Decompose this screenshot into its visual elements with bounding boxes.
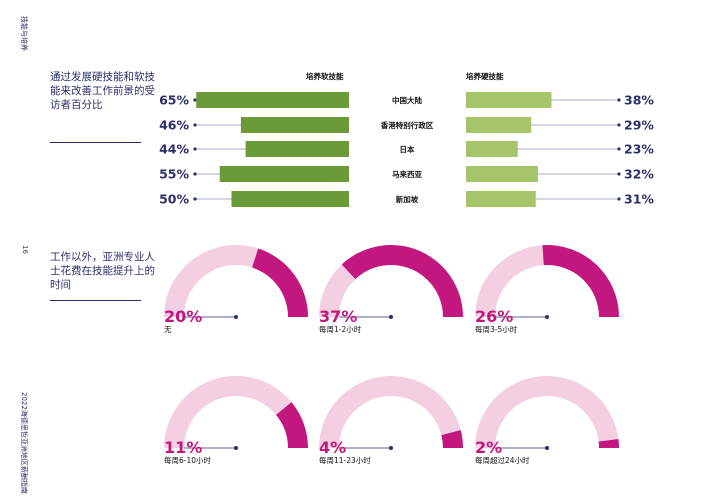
gauge-value-arc [276, 402, 308, 448]
gauge-remainder [475, 245, 544, 317]
soft-value-label: 50% [159, 192, 189, 207]
gauge-value-arc [252, 248, 308, 317]
hard-bar [466, 141, 518, 157]
soft-value-label: 65% [159, 93, 189, 108]
hard-value-label: 31% [624, 192, 654, 207]
gauge-remainder [164, 245, 259, 317]
section1-intro: 通过发展硬技能和软技能来改善工作前景的受访者百分比 [50, 71, 155, 111]
hard-skills-header: 培养硬技能 [466, 72, 504, 81]
gauge-category-label: 每周1-2小时 [319, 324, 362, 334]
category-label: 新加坡 [396, 194, 419, 204]
gauge-center-dot [389, 315, 393, 319]
category-label: 日本 [400, 144, 415, 154]
soft-bar [196, 92, 349, 108]
gauge-value-arc [441, 430, 463, 448]
gauge-percent-label: 11% [164, 438, 202, 457]
hard-bar [466, 117, 532, 133]
soft-bar [240, 117, 349, 133]
soft-dot [193, 197, 197, 201]
soft-skills-header: 培养软技能 [306, 72, 344, 81]
category-label: 马来西亚 [392, 169, 422, 179]
gauge-center-dot [389, 446, 393, 450]
category-label: 中国大陆 [392, 95, 422, 105]
hard-bar [466, 166, 538, 182]
hard-value-label: 32% [624, 167, 654, 182]
gauge-value-arc [598, 438, 619, 448]
gauge-category-label: 每周3-5小时 [475, 324, 518, 334]
gauge-category-label: 每周11-23小时 [319, 455, 371, 465]
hard-value-label: 23% [624, 142, 654, 157]
hard-dot [617, 197, 621, 201]
hard-dot [617, 147, 621, 151]
gauge-center-dot [545, 446, 549, 450]
gauge-category-label: 无 [164, 325, 172, 334]
soft-bar [231, 191, 349, 207]
gauge-remainder [164, 376, 292, 448]
gauge-category-label: 每周6-10小时 [164, 455, 212, 465]
soft-bar [219, 166, 349, 182]
soft-dot [193, 172, 197, 176]
gauge-value-arc [341, 244, 463, 317]
soft-value-label: 55% [159, 167, 189, 182]
hard-value-label: 38% [624, 93, 654, 108]
soft-dot [193, 98, 197, 102]
hard-dot [617, 98, 621, 102]
hard-bar [466, 191, 536, 207]
hard-value-label: 29% [624, 118, 654, 133]
gauge-category-label: 每周超过24小时 [475, 455, 530, 465]
gauge-percent-label: 4% [319, 438, 346, 457]
soft-dot [193, 147, 197, 151]
section2-divider [50, 300, 141, 301]
gauge-percent-label: 26% [475, 307, 513, 326]
soft-value-label: 46% [159, 118, 189, 133]
gauge-percent-label: 20% [164, 307, 202, 326]
gauge-remainder [319, 376, 461, 448]
hard-bar [466, 92, 552, 108]
soft-dot [193, 123, 197, 127]
gauge-percent-label: 2% [475, 438, 502, 457]
gauge-center-dot [234, 315, 238, 319]
category-label: 香港特别行政区 [380, 120, 434, 130]
soft-bar [245, 141, 349, 157]
gauge-remainder [475, 375, 619, 448]
hard-dot [617, 123, 621, 127]
soft-value-label: 44% [159, 142, 189, 157]
section2-intro: 工作以外，亚洲专业人士花费在技能提升上的时间 [50, 251, 155, 291]
skills-bar-chart: 65% 中国大陆 38% 46% 香港特别行政区 29% 44% 日本 23% 55% 马来西亚 32… [159, 92, 654, 207]
gauge-value-arc [542, 244, 619, 317]
section1-divider [50, 142, 141, 143]
gauge-center-dot [234, 446, 238, 450]
gauge-center-dot [545, 315, 549, 319]
gauge-percent-label: 37% [319, 307, 357, 326]
gauge-remainder [319, 264, 356, 317]
hard-dot [617, 172, 621, 176]
